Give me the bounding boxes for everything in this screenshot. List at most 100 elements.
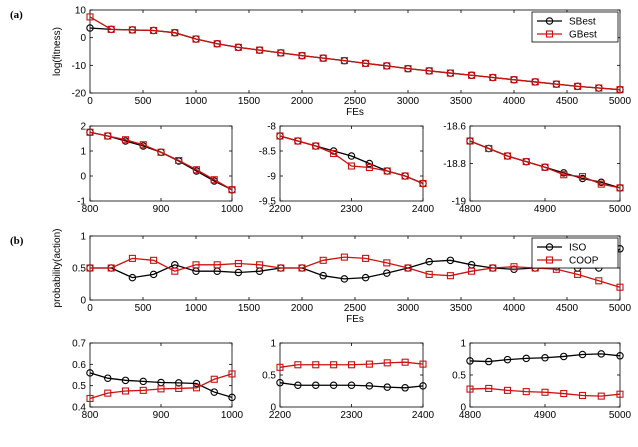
data-point-gbest (347, 162, 356, 170)
y-tick-label: 0.5 (262, 371, 276, 382)
data-point-gbest (228, 186, 236, 194)
y-tick-label: 0 (460, 403, 466, 414)
data-point-sbest (347, 152, 356, 160)
data-point-iso (347, 381, 356, 389)
x-tick-label: 0 (87, 96, 93, 107)
data-point-iso (228, 393, 236, 402)
x-tick-label: 0 (87, 303, 93, 314)
data-point-iso (311, 381, 320, 389)
data-point-gbest (362, 59, 370, 67)
data-point-gbest (383, 167, 391, 175)
data-point-coop (510, 263, 518, 271)
data-point-gbest (383, 62, 391, 70)
x-tick-label: 2500 (344, 303, 367, 314)
data-point-iso (361, 273, 370, 282)
x-tick-label: 2400 (412, 410, 435, 421)
data-point-gbest (560, 171, 568, 179)
y-tick-label: 0.6 (72, 360, 86, 371)
y-tick-label: 1 (80, 232, 86, 243)
data-point-coop (86, 394, 94, 403)
data-point-coop (210, 375, 218, 383)
data-point-coop (330, 361, 338, 369)
data-point-gbest (86, 13, 94, 21)
data-point-coop (157, 385, 165, 393)
data-point-iso (276, 378, 284, 387)
data-point-coop (340, 253, 348, 261)
data-point-coop (595, 277, 603, 285)
data-point-iso (616, 352, 624, 360)
chart-7: 2200 2300 2400 1 0.5 0 (262, 339, 434, 422)
data-point-iso (210, 388, 219, 396)
data-point-gbest (485, 144, 493, 153)
data-point-iso (503, 355, 512, 364)
y-tick-label: 0.7 (72, 339, 86, 350)
data-point-gbest (616, 86, 624, 94)
data-point-gbest (510, 76, 518, 84)
x-tick-label: 4500 (556, 303, 579, 314)
data-point-iso (294, 381, 302, 389)
data-point-gbest (466, 137, 474, 145)
x-tick-label: 1000 (185, 96, 208, 107)
data-point-iso (149, 270, 158, 279)
y-tick-label: 0.4 (72, 403, 86, 414)
data-point-gbest (256, 46, 264, 54)
y-tick-label: 0.5 (72, 381, 86, 392)
data-point-gbest (365, 163, 373, 172)
data-point-coop (139, 386, 147, 394)
x-tick-label: 3000 (397, 303, 420, 314)
y-tick-label: -1 (77, 197, 86, 208)
data-point-gbest (121, 136, 130, 144)
data-point-gbest (446, 69, 454, 77)
data-point-iso (559, 352, 568, 361)
data-point-coop (171, 267, 179, 275)
x-tick-label: 4800 (459, 204, 482, 215)
x-tick-label: 1000 (185, 303, 208, 314)
data-point-gbest (150, 26, 158, 35)
data-point-gbest (312, 142, 320, 150)
legend-label-gbest: GBest (569, 30, 597, 41)
x-tick-label: 1500 (238, 303, 261, 314)
y-tick-label: 0 (80, 172, 86, 183)
y-tick-label: 2 (80, 122, 86, 133)
data-point-coop (276, 363, 284, 371)
chart-4: 4800 4900 5000 -18.6 -18.8 -19 (443, 122, 631, 216)
data-point-coop (213, 261, 221, 269)
data-point-gbest (401, 172, 409, 180)
data-point-iso (319, 271, 327, 280)
series-line-iso (469, 353, 621, 363)
data-point-coop (365, 360, 373, 368)
data-point-iso (383, 269, 391, 277)
data-point-coop (298, 264, 306, 272)
data-point-sbest (86, 24, 94, 32)
data-point-iso (466, 357, 474, 365)
plot-frame (89, 342, 233, 408)
x-tick-label: 2300 (340, 410, 363, 421)
data-point-iso (139, 377, 148, 386)
data-point-coop (578, 391, 587, 400)
data-point-coop (401, 358, 409, 366)
chart-5: 0 500 1000 1500 2000 2500 3000 3500 4000 4500 5000… (52, 229, 632, 325)
data-point-coop (347, 361, 356, 369)
data-point-coop (383, 259, 391, 267)
x-tick-label: 900 (153, 410, 170, 421)
x-axis-label: FEs (346, 107, 364, 118)
data-point-coop (150, 256, 158, 264)
legend-marker-sbest (545, 17, 554, 25)
data-point-coop (419, 360, 427, 368)
data-point-gbest (157, 148, 165, 156)
legend: ISO COOP (531, 237, 619, 269)
data-point-gbest (574, 82, 582, 90)
x-tick-label: 4500 (556, 96, 579, 107)
x-tick-label: 500 (135, 303, 152, 314)
x-tick-label: 1500 (238, 96, 261, 107)
x-tick-label: 2400 (412, 204, 435, 215)
data-point-iso (121, 376, 130, 385)
x-axis-label: FEs (346, 314, 364, 325)
data-point-gbest (276, 132, 284, 140)
plot-frame (279, 342, 424, 408)
x-tick-label: 2000 (291, 96, 314, 107)
y-tick-label: -8.5 (259, 147, 277, 158)
y-tick-label: 0 (80, 296, 86, 307)
data-point-iso (340, 275, 349, 283)
